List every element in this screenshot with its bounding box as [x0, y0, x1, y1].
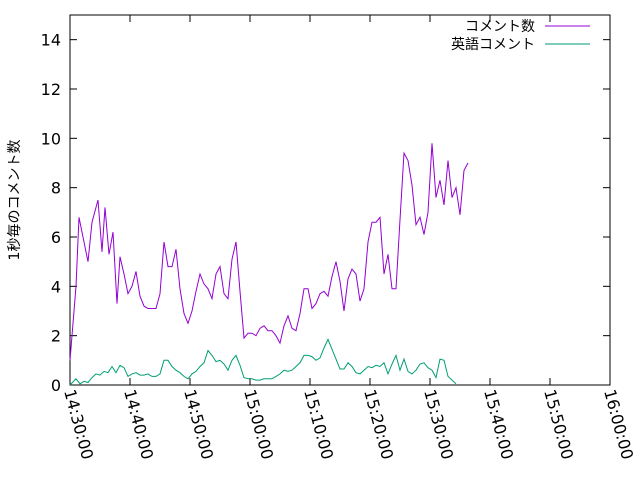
series-line-2: [69, 338, 457, 386]
series-layer: [69, 143, 469, 386]
y-tick-label: 0: [51, 376, 61, 395]
y-tick-label: 2: [51, 327, 61, 346]
x-tick-label: 14:40:00: [120, 387, 157, 461]
series-line-1: [69, 143, 469, 361]
x-tick-label: 15:40:00: [480, 387, 517, 461]
plot-frame: [69, 14, 611, 386]
legend-label-1: コメント数: [465, 19, 535, 35]
x-axis-ticks: 14:30:00 14:40:00 14:50:00 15:00:00 15:10:00…: [60, 15, 637, 461]
x-tick-label: 15:30:00: [420, 387, 457, 461]
y-tick-label: 12: [41, 80, 61, 99]
x-tick-label: 16:00:00: [600, 387, 637, 461]
legend-label-2: 英語コメント: [451, 36, 535, 53]
y-tick-label: 14: [41, 31, 61, 50]
y-tick-label: 6: [51, 228, 61, 247]
y-axis-label: 1秒毎のコメント数: [7, 140, 23, 261]
x-tick-label: 14:30:00: [60, 387, 97, 461]
x-tick-label: 15:00:00: [240, 387, 277, 461]
x-tick-label: 15:50:00: [540, 387, 577, 461]
y-tick-label: 8: [51, 179, 61, 198]
x-tick-label: 14:50:00: [180, 387, 217, 461]
x-tick-label: 15:20:00: [360, 387, 397, 461]
x-tick-label: 15:10:00: [300, 387, 337, 461]
y-axis-ticks: 0 2 4 6 8 10 12 14: [41, 31, 610, 395]
y-tick-label: 4: [51, 277, 61, 296]
y-tick-label: 10: [41, 129, 61, 148]
